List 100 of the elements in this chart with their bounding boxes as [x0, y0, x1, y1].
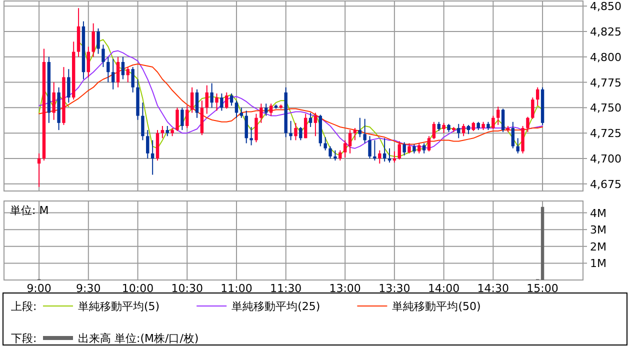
x-tick-label: 13:30 [378, 282, 410, 295]
y-tick-label: 1M [590, 257, 606, 270]
candlestick [511, 121, 515, 149]
candlestick [472, 121, 476, 132]
candlestick [146, 130, 150, 159]
candlestick [244, 110, 248, 144]
candlestick [368, 136, 372, 159]
candlestick [294, 122, 298, 141]
candlestick [180, 107, 184, 131]
candlestick [338, 150, 342, 162]
x-tick-label: 13:00 [329, 282, 361, 295]
candlestick [462, 123, 466, 137]
legend-label: 単純移動平均(5) [78, 300, 160, 313]
candlestick [160, 125, 164, 139]
y-tick-label: 2M [590, 240, 606, 254]
x-tick-label: 9:00 [26, 282, 52, 295]
candlestick [190, 86, 194, 114]
candlestick [260, 103, 263, 124]
x-tick-label: 14:00 [428, 282, 460, 295]
candlestick [210, 82, 214, 108]
legend-label: 単純移動平均(25) [232, 300, 320, 313]
candlestick [299, 126, 302, 141]
candlestick [121, 56, 125, 80]
candlestick [304, 113, 308, 139]
candlestick [348, 130, 352, 154]
candlestick [96, 28, 100, 54]
candlestick [150, 140, 154, 176]
candlestick [131, 66, 134, 93]
candlestick [388, 148, 392, 164]
candlestick [37, 152, 41, 188]
candlestick [521, 125, 524, 154]
candlestick [466, 124, 470, 135]
candlestick [86, 46, 90, 78]
candlestick [328, 146, 332, 159]
candlestick [234, 100, 238, 118]
candlestick [106, 56, 110, 83]
candlestick [324, 136, 327, 151]
candlestick [116, 56, 120, 88]
candlestick [492, 115, 495, 130]
y-tick-label: 4,775 [590, 76, 622, 90]
candlestick [343, 140, 347, 158]
legend-title: 上段: [11, 300, 37, 313]
candlestick [392, 150, 396, 164]
candlestick [442, 122, 446, 134]
candlestick [358, 117, 362, 138]
candlestick [111, 58, 115, 90]
candlestick [141, 102, 144, 141]
candlestick [496, 106, 500, 126]
candlestick [432, 121, 436, 140]
legend-label: 単純移動平均(50) [392, 300, 481, 313]
x-tick-label: 14:30 [477, 282, 510, 295]
candlestick [250, 126, 253, 146]
y-tick-label: 4,700 [590, 152, 622, 166]
candlestick [166, 125, 169, 137]
legend-title: 下段: [11, 332, 37, 345]
candlestick [536, 86, 540, 106]
x-tick-label: 10:30 [171, 282, 203, 295]
x-tick-label: 9:30 [76, 282, 101, 295]
candlestick [230, 92, 234, 106]
x-tick-label: 11:00 [220, 282, 252, 295]
y-tick-label: 4,800 [590, 50, 622, 64]
candlestick [186, 105, 189, 129]
y-tick-label: 4,850 [590, 0, 622, 14]
candlestick [240, 107, 244, 118]
candlestick [526, 116, 530, 133]
candlestick [52, 82, 56, 120]
candlestick [501, 108, 505, 133]
candlestick [308, 112, 312, 128]
candlestick [412, 144, 416, 154]
candlestick [102, 44, 105, 68]
candlestick [353, 128, 357, 141]
candlestick [334, 150, 337, 162]
candlestick [264, 103, 268, 116]
candlestick [418, 142, 421, 154]
candlestick [215, 92, 218, 112]
candlestick [269, 103, 273, 116]
candlestick [531, 97, 534, 120]
y-tick-label: 4M [590, 206, 606, 220]
candlestick [398, 140, 401, 160]
y-tick-label: 4,825 [590, 25, 622, 38]
candlestick [408, 142, 411, 154]
y-tick-label: 3M [590, 224, 606, 237]
candlestick [314, 112, 318, 137]
candlestick [289, 120, 292, 141]
candlestick [220, 92, 224, 112]
y-tick-label: 4,675 [590, 178, 622, 191]
candlestick [363, 118, 366, 144]
y-tick-label: 4,725 [590, 127, 622, 140]
candlestick [402, 142, 406, 156]
candlestick [67, 68, 70, 104]
candlestick [373, 140, 376, 162]
x-tick-label: 10:00 [122, 282, 154, 295]
candlestick [427, 136, 431, 152]
candlestick [225, 92, 228, 110]
candlestick [176, 107, 179, 132]
candlestick [437, 121, 440, 132]
candlestick [205, 84, 208, 114]
candlestick [378, 150, 382, 164]
candlestick [422, 142, 426, 154]
candlestick [254, 113, 258, 143]
